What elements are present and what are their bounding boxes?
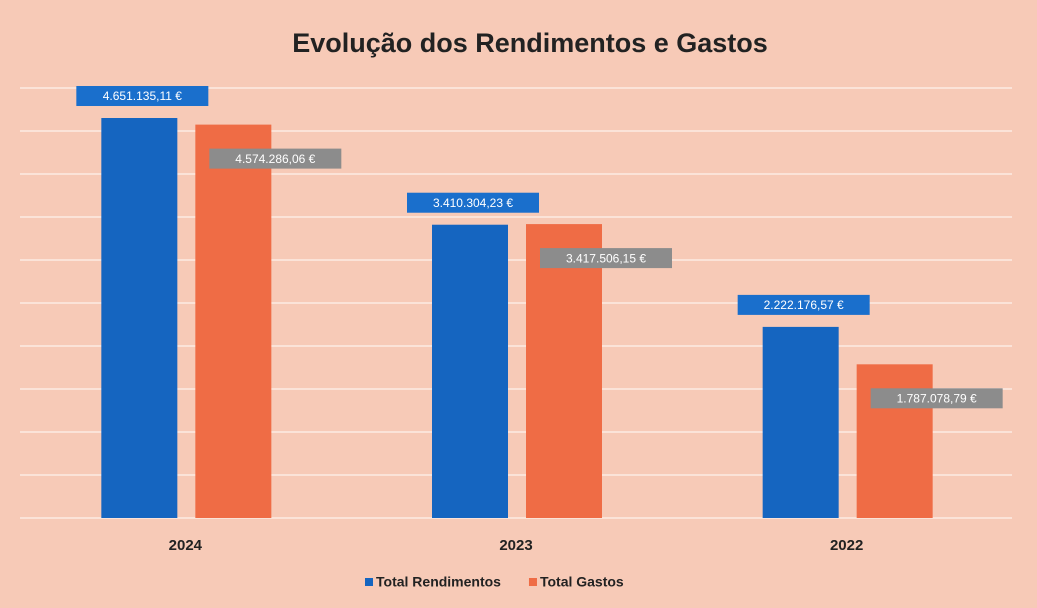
value-label-box [870,388,1003,409]
value-label-box [407,192,539,213]
bar [101,118,178,518]
value-label: 1.787.078,79 € [897,391,977,405]
legend-swatch [528,578,537,586]
value-label: 2.222.176,57 € [764,298,844,312]
bar [526,224,602,518]
value-label: 3.417.506,15 € [566,251,646,265]
value-label-box [209,148,342,169]
value-label: 4.651.135,11 € [103,89,183,103]
legend-label: Total Rendimentos [376,574,501,590]
x-tick-label: 2024 [169,537,203,554]
bar [762,326,839,518]
bar [856,364,933,518]
legend-swatch [365,578,373,586]
value-label-box [540,248,672,269]
bar [195,124,272,519]
value-label: 4.574.286,06 € [235,152,315,166]
x-tick-label: 2023 [499,537,532,554]
legend-label: Total Gastos [540,574,624,590]
value-label-box [76,86,209,107]
chart-title: Evolução dos Rendimentos e Gastos [292,28,768,58]
x-tick-label: 2022 [830,537,863,554]
bar [432,224,508,518]
value-label-box [737,294,870,315]
value-label: 3.410.304,23 € [433,196,513,210]
